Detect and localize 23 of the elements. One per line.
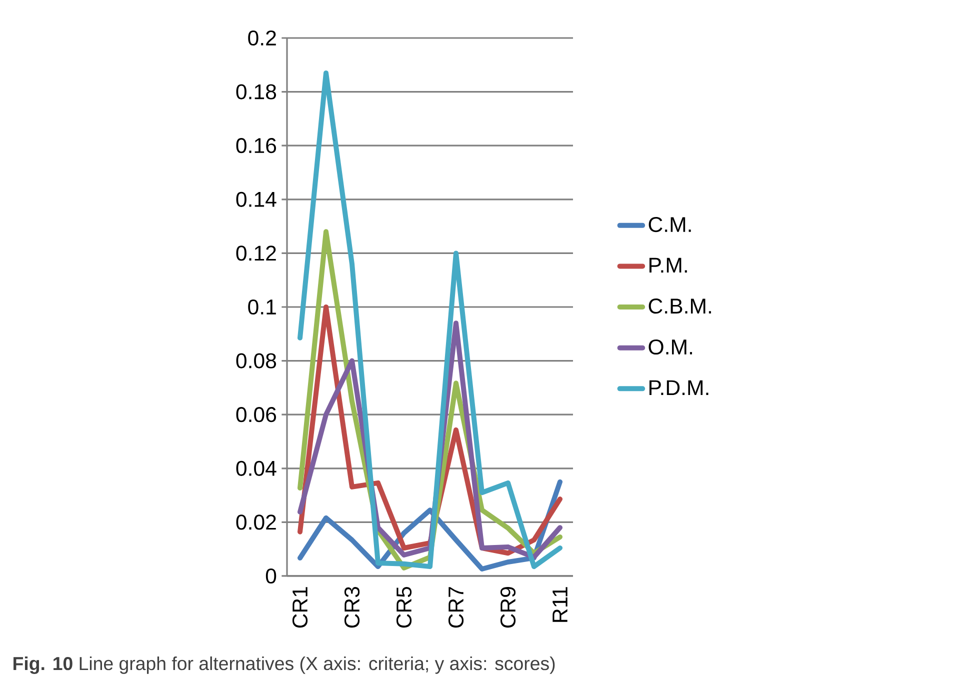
legend-label: C.M.: [648, 216, 691, 232]
legend-label: C.B.M.: [648, 298, 711, 314]
y-tick-label: 0.04: [236, 460, 276, 476]
x-tick-label: R11: [552, 587, 568, 622]
x-tick-label: CR9: [500, 587, 516, 628]
y-tick-label: 0.12: [236, 246, 276, 261]
y-tick-label: 0.06: [236, 407, 276, 422]
x-tick-label: CR7: [448, 587, 464, 628]
x-tick-label: CR1: [292, 587, 308, 628]
y-tick-label: 0.1: [248, 299, 276, 315]
x-tick-label: CR3: [344, 586, 360, 628]
y-tick-label: 0: [266, 568, 276, 584]
y-tick-label: 0.14: [236, 192, 276, 207]
text: Fig. 10 Line graph for alternatives (X axis: criteria; y axis: scores): [14, 656, 555, 674]
y-tick-label: 0.18: [236, 84, 276, 100]
y-tick-label: 0.16: [236, 138, 276, 154]
y-tick-label: 0.2: [248, 30, 276, 46]
y-tick-label: 0.08: [236, 353, 276, 368]
legend-label: O.M.: [648, 339, 692, 355]
legend-label: P.M.: [649, 258, 687, 273]
y-tick-label: 0.02: [236, 514, 276, 530]
x-tick-label: CR5: [396, 586, 412, 628]
legend-label: P.D.M.: [649, 380, 708, 396]
